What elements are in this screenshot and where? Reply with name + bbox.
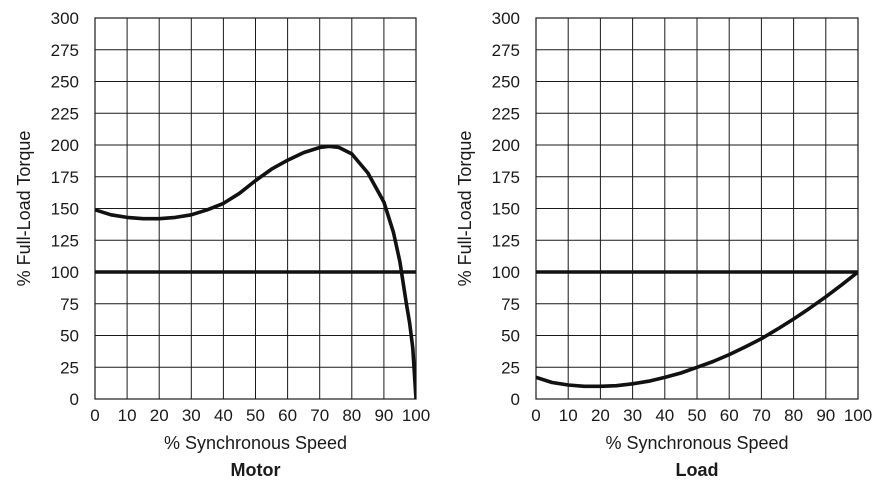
load-x-tick-label: 70 xyxy=(752,406,771,425)
load-y-tick-label: 100 xyxy=(492,263,520,282)
motor-x-tick-label: 0 xyxy=(90,406,99,425)
load-y-tick-label: 300 xyxy=(492,9,520,28)
load-x-tick-label: 60 xyxy=(720,406,739,425)
load-x-tick-label: 50 xyxy=(688,406,707,425)
motor-x-tick-label: 30 xyxy=(182,406,201,425)
load-y-tick-label: 200 xyxy=(492,136,520,155)
motor-y-tick-label: 225 xyxy=(51,104,79,123)
load-y-tick-label: 275 xyxy=(492,41,520,60)
motor-x-tick-label: 100 xyxy=(402,406,430,425)
load-x-tick-label: 90 xyxy=(816,406,835,425)
motor-x-tick-label: 50 xyxy=(246,406,265,425)
motor-y-tick-label: 0 xyxy=(70,390,79,409)
load-torque-curve xyxy=(536,270,858,389)
load-chart: 0 10 20 30 40 50 60 70 80 90 100 0 25 50 75 100 125 150 17… xyxy=(455,9,872,480)
load-x-tick-label: 20 xyxy=(591,406,610,425)
motor-x-tick-label: 90 xyxy=(374,406,393,425)
motor-x-tick-label: 40 xyxy=(214,406,233,425)
motor-y-tick-label: 200 xyxy=(51,136,79,155)
motor-y-tick-label: 250 xyxy=(51,73,79,92)
motor-y-tick-label: 125 xyxy=(51,231,79,250)
load-x-axis-label: % Synchronous Speed xyxy=(605,433,788,453)
motor-torque-curve xyxy=(95,144,416,399)
load-x-tick-label: 0 xyxy=(531,406,540,425)
motor-y-tick-label: 150 xyxy=(51,200,79,219)
load-y-tick-label: 150 xyxy=(492,200,520,219)
load-x-tick-label: 80 xyxy=(784,406,803,425)
motor-y-tick-label: 175 xyxy=(51,168,79,187)
load-y-tick-label: 250 xyxy=(492,73,520,92)
load-y-tick-label: 50 xyxy=(501,327,520,346)
motor-y-axis-label: % Full-Load Torque xyxy=(14,131,34,287)
motor-chart-title: Motor xyxy=(231,460,281,480)
load-chart-title: Load xyxy=(676,460,719,480)
motor-y-tick-label: 275 xyxy=(51,41,79,60)
load-y-tick-label: 75 xyxy=(501,295,520,314)
motor-y-tick-label: 25 xyxy=(60,358,79,377)
motor-y-tick-label: 50 xyxy=(60,327,79,346)
motor-x-tick-label: 80 xyxy=(342,406,361,425)
motor-y-tick-label: 300 xyxy=(51,9,79,28)
load-plot-frame xyxy=(535,17,859,400)
load-y-tick-label: 125 xyxy=(492,231,520,250)
load-x-tick-label: 30 xyxy=(623,406,642,425)
motor-y-tick-label: 100 xyxy=(51,263,79,282)
motor-chart: 0 10 20 30 40 50 60 70 80 90 100 0 25 50 75 100 125 150 17… xyxy=(14,9,430,480)
load-y-tick-label: 175 xyxy=(492,168,520,187)
motor-x-tick-label: 20 xyxy=(150,406,169,425)
motor-x-tick-label: 10 xyxy=(118,406,137,425)
load-x-tick-label: 100 xyxy=(844,406,872,425)
motor-x-tick-label: 60 xyxy=(278,406,297,425)
load-x-tick-label: 10 xyxy=(559,406,578,425)
load-y-tick-label: 25 xyxy=(501,358,520,377)
load-y-tick-label: 225 xyxy=(492,104,520,123)
load-y-tick-label: 0 xyxy=(511,390,520,409)
motor-x-tick-label: 70 xyxy=(310,406,329,425)
motor-plot-frame xyxy=(94,17,417,400)
motor-y-tick-label: 75 xyxy=(60,295,79,314)
motor-x-axis-label: % Synchronous Speed xyxy=(164,433,347,453)
load-y-axis-label: % Full-Load Torque xyxy=(455,131,475,287)
load-x-tick-label: 40 xyxy=(655,406,674,425)
